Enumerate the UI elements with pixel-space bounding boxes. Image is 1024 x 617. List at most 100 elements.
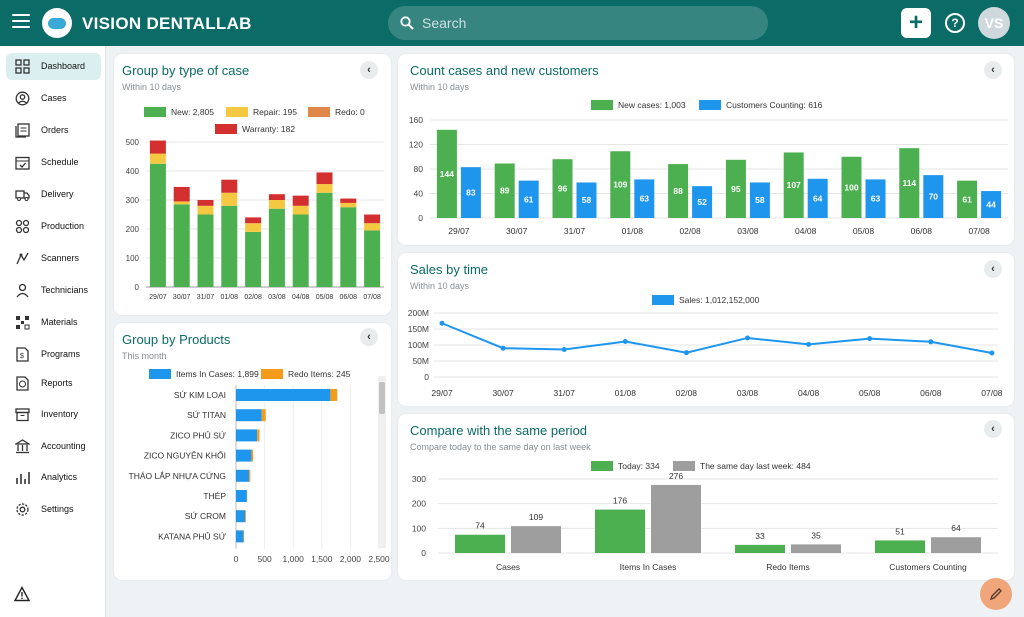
search-bar[interactable] <box>388 6 768 40</box>
bar <box>651 484 701 553</box>
products-chart: Items In Cases: 1,899 Redo Items: 245 0 500… <box>129 369 390 564</box>
bar-segment <box>257 429 260 442</box>
bar <box>436 129 457 218</box>
sidebar-item-analytics[interactable]: Analytics <box>6 464 101 491</box>
sidebar-item-cases[interactable]: Cases <box>6 85 101 112</box>
collapse-button[interactable]: ‹ <box>984 420 1002 438</box>
sidebar-item-label: Reports <box>41 378 73 388</box>
sidebar-item-dashboard[interactable]: Dashboard <box>6 53 101 80</box>
compare-chart: Today: 334 The same day last week: 484 0 10… <box>412 461 998 572</box>
bar-segment <box>236 510 246 523</box>
data-label: 52 <box>697 197 707 207</box>
bar <box>865 179 886 218</box>
x-tick-label: 07/08 <box>363 294 381 301</box>
x-tick-label: 500 <box>258 554 272 564</box>
legend-swatch <box>215 124 237 134</box>
y-tick-label: 120 <box>409 140 423 150</box>
avatar[interactable]: VS <box>978 7 1010 39</box>
x-tick-label: 30/07 <box>492 388 514 398</box>
collapse-button[interactable]: ‹ <box>984 61 1002 79</box>
card-title: Group by Products <box>122 332 231 347</box>
sidebar-item-programs[interactable]: $ Programs <box>6 341 101 368</box>
bar-segment <box>149 140 166 154</box>
data-label: 58 <box>755 195 765 205</box>
chart-scrollbar[interactable] <box>378 376 386 548</box>
sidebar-item-label: Schedule <box>41 157 79 167</box>
data-label: 74 <box>475 521 485 531</box>
x-tick-label: 03/08 <box>737 388 759 398</box>
bar-segment <box>261 409 266 422</box>
sidebar-item-reports[interactable]: Reports <box>6 370 101 397</box>
bar-segment <box>236 409 262 422</box>
y-tick-label: THÉP <box>203 491 226 501</box>
help-icon[interactable]: ? <box>945 13 965 33</box>
collapse-button[interactable]: ‹ <box>984 260 1002 278</box>
bar <box>749 182 770 218</box>
data-label: 83 <box>466 188 476 198</box>
bar <box>807 178 828 218</box>
bar-segment <box>173 186 190 202</box>
y-tick-label: 100 <box>126 254 140 263</box>
sidebar-item-orders[interactable]: Orders <box>6 117 101 144</box>
bar <box>460 167 481 218</box>
bar-segment <box>245 217 262 224</box>
x-tick-label: Redo Items <box>766 562 809 572</box>
bar <box>875 540 925 553</box>
legend-label: The same day last week: 484 <box>700 461 811 471</box>
sidebar-item-label: Materials <box>41 317 78 327</box>
data-label: 63 <box>871 194 881 204</box>
sidebar-item-production[interactable]: Production <box>6 213 101 240</box>
bar <box>576 182 597 218</box>
edit-fab[interactable] <box>980 578 1012 610</box>
legend-swatch <box>591 461 613 471</box>
x-tick-label: 2,000 <box>340 554 362 564</box>
bar-segment <box>292 214 309 287</box>
card-sales: Sales by time Within 10 days ‹ Sales: 1,… <box>398 253 1014 406</box>
scrollbar-thumb[interactable] <box>379 382 385 414</box>
sidebar-item-label: Inventory <box>41 409 79 419</box>
sidebar-item-label: Delivery <box>41 189 74 199</box>
x-tick-label: 02/08 <box>679 226 701 236</box>
data-label: 89 <box>500 186 510 196</box>
production-icon <box>15 219 30 234</box>
x-tick-label: 04/08 <box>795 226 817 236</box>
bar-segment <box>268 194 285 200</box>
add-button[interactable]: + <box>901 8 931 38</box>
bar-segment <box>221 192 238 206</box>
sidebar-item-inventory[interactable]: Inventory <box>6 401 101 428</box>
legend-label: Redo: 0 <box>335 107 365 117</box>
bar-segment <box>292 195 309 206</box>
sidebar-item-accounting[interactable]: Accounting <box>6 433 101 460</box>
sidebar-item-label: Scanners <box>41 253 80 263</box>
x-tick-label: 31/07 <box>197 294 215 301</box>
menu-icon[interactable] <box>12 14 30 30</box>
warning-icon[interactable] <box>13 586 31 602</box>
bar-segment <box>197 214 214 287</box>
bar-segment <box>221 179 238 193</box>
y-tick-label: 400 <box>126 167 140 176</box>
sidebar-item-scanners[interactable]: Scanners <box>6 245 101 272</box>
scanners-icon <box>16 252 29 265</box>
x-tick-label: Items In Cases <box>620 562 677 572</box>
data-label: 64 <box>951 523 961 533</box>
sidebar-item-technicians[interactable]: Technicians <box>6 277 101 304</box>
collapse-button[interactable]: ‹ <box>360 61 378 79</box>
bar-segment <box>330 389 338 401</box>
sidebar-item-settings[interactable]: Settings <box>6 496 101 523</box>
sidebar-item-schedule[interactable]: Schedule <box>6 149 101 176</box>
collapse-button[interactable]: ‹ <box>360 328 378 346</box>
search-input[interactable] <box>422 15 742 31</box>
x-tick-label: 02/08 <box>244 294 262 301</box>
x-tick-label: 31/07 <box>564 226 586 236</box>
bar <box>511 526 561 553</box>
legend-swatch <box>652 295 674 305</box>
count-cases-chart: New cases: 1,003 Customers Counting: 616 0… <box>409 100 1008 236</box>
sidebar-item-materials[interactable]: Materials <box>6 309 101 336</box>
app-brand: VISION DENTALLAB <box>82 14 252 33</box>
bar <box>791 544 841 553</box>
sales-chart: Sales: 1,012,152,000 0 50M 100M 150M 200M 29/0… <box>408 295 1003 398</box>
x-tick-label: 01/08 <box>221 294 239 301</box>
y-tick-label: SỨ TITAN <box>187 410 226 420</box>
sidebar-item-delivery[interactable]: Delivery <box>6 181 101 208</box>
cloud-logo-icon <box>48 17 66 29</box>
